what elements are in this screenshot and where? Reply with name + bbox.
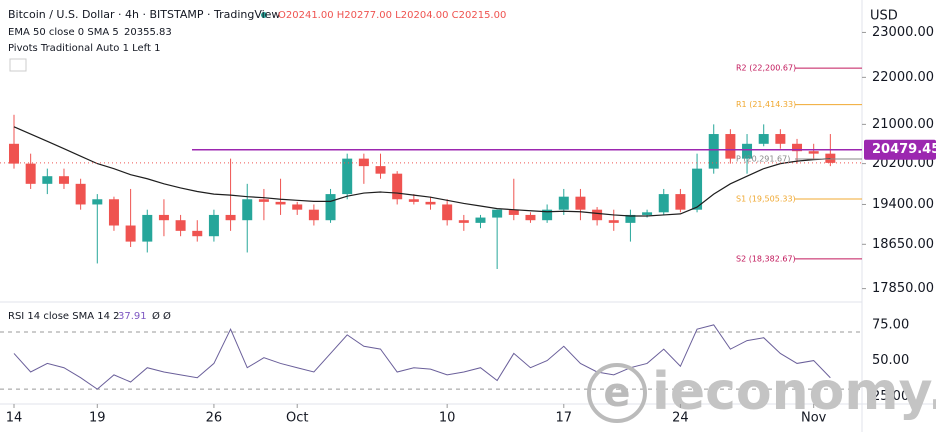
candle-body [225, 214, 236, 221]
candle-body [208, 214, 219, 237]
candle-body [358, 158, 369, 167]
candle-body [125, 225, 136, 242]
candle-body [258, 199, 269, 202]
candle-body [508, 209, 519, 215]
candle-body [308, 209, 319, 221]
x-tick-label: Oct [286, 411, 308, 426]
ema-line [13, 126, 831, 217]
candle-body [342, 158, 353, 195]
x-tick-label: 14 [6, 411, 23, 426]
x-tick-label: 19 [89, 411, 106, 426]
ohlc-legend: O20241.00 H20277.00 L20204.00 C20215.00 [278, 10, 506, 21]
ema-legend: EMA 50 close 0 SMA 5 [8, 27, 119, 38]
price-label: 20479.45 [872, 142, 936, 157]
x-tick-label: 17 [556, 411, 573, 426]
candle-body [775, 134, 786, 144]
candle-body [425, 201, 436, 205]
candle-body [442, 204, 453, 221]
x-tick-label: Nov [801, 411, 827, 426]
candle-body [75, 183, 86, 205]
candle-body [525, 214, 536, 221]
candle-body [608, 220, 619, 223]
pivots-legend: Pivots Traditional Auto 1 Left 1 [8, 43, 160, 54]
candle-body [192, 230, 203, 237]
candle-body [158, 214, 169, 221]
candle-body [542, 209, 553, 221]
candle-body [708, 134, 719, 169]
candle-body [825, 153, 836, 163]
candle-body [8, 143, 19, 164]
rsi-value: 37.91 [118, 311, 147, 322]
candle-body [558, 196, 569, 210]
price-label-box [864, 139, 936, 160]
status-dot [261, 12, 267, 18]
y-tick-label: 19400.00 [872, 197, 934, 212]
y-tick-label: 25.00 [872, 389, 909, 404]
candle-body [575, 196, 586, 210]
candle-body [742, 143, 753, 159]
x-tick-label: 24 [672, 411, 689, 426]
watermark: e ieconomy.io [587, 362, 936, 423]
candle-body [692, 168, 703, 210]
x-tick-label: 10 [439, 411, 456, 426]
watermark-logo-letter: e [603, 370, 630, 416]
candle-body [292, 204, 303, 210]
candle-body [42, 176, 53, 184]
rsi-line [13, 324, 831, 390]
candle-body [375, 166, 386, 174]
collapse-button[interactable] [9, 58, 27, 72]
candle-body [492, 209, 503, 218]
candle-body [592, 209, 603, 221]
candle-body [758, 134, 769, 144]
candle-body [458, 220, 469, 223]
candle-body [275, 201, 286, 205]
watermark-text: ieconomy.io [652, 362, 936, 422]
candle-body [658, 194, 669, 213]
ema-value: 20355.83 [124, 27, 172, 38]
rsi-legend: RSI 14 close SMA 14 2 [8, 311, 120, 322]
pivot-label: S1 (19,505.33) [736, 194, 796, 203]
chart-title: Bitcoin / U.S. Dollar · 4h · BITSTAMP · … [8, 8, 280, 21]
candle-body [142, 214, 153, 242]
y-tick-label: 75.00 [872, 317, 909, 332]
candle-body [242, 199, 253, 221]
y-tick-label: 22000.00 [872, 70, 934, 85]
candle-body [725, 134, 736, 159]
candle-body [325, 194, 336, 221]
candle-body [58, 176, 69, 184]
currency-label[interactable]: USD [870, 9, 898, 24]
candle-body [108, 199, 119, 226]
candle-body [392, 173, 403, 200]
candle-body [792, 143, 803, 152]
candle-body [808, 151, 819, 154]
y-tick-label: 17850.00 [872, 281, 934, 296]
y-tick-label: 20200.00 [872, 156, 934, 171]
y-tick-label: 18650.00 [872, 237, 934, 252]
pivot-label: S2 (18,382.67) [736, 254, 796, 263]
y-tick-label: 50.00 [872, 353, 909, 368]
rsi-extra: Ø Ø [152, 310, 171, 322]
candle-body [92, 199, 103, 205]
candle-body [475, 217, 486, 223]
pivot-label: R1 (21,414.33) [736, 100, 796, 109]
pivot-label: R2 (22,200.67) [736, 64, 796, 73]
y-tick-label: 23000.00 [872, 25, 934, 40]
pivot-label: P (20,291.67) [736, 155, 790, 164]
watermark-logo [587, 363, 647, 423]
y-tick-label: 21000.00 [872, 117, 934, 132]
candle-body [625, 214, 636, 223]
x-tick-label: 26 [206, 411, 223, 426]
candle-body [175, 220, 186, 231]
candle-body [675, 194, 686, 210]
candle-body [642, 212, 653, 215]
candle-body [408, 199, 419, 202]
candle-body [25, 163, 36, 184]
